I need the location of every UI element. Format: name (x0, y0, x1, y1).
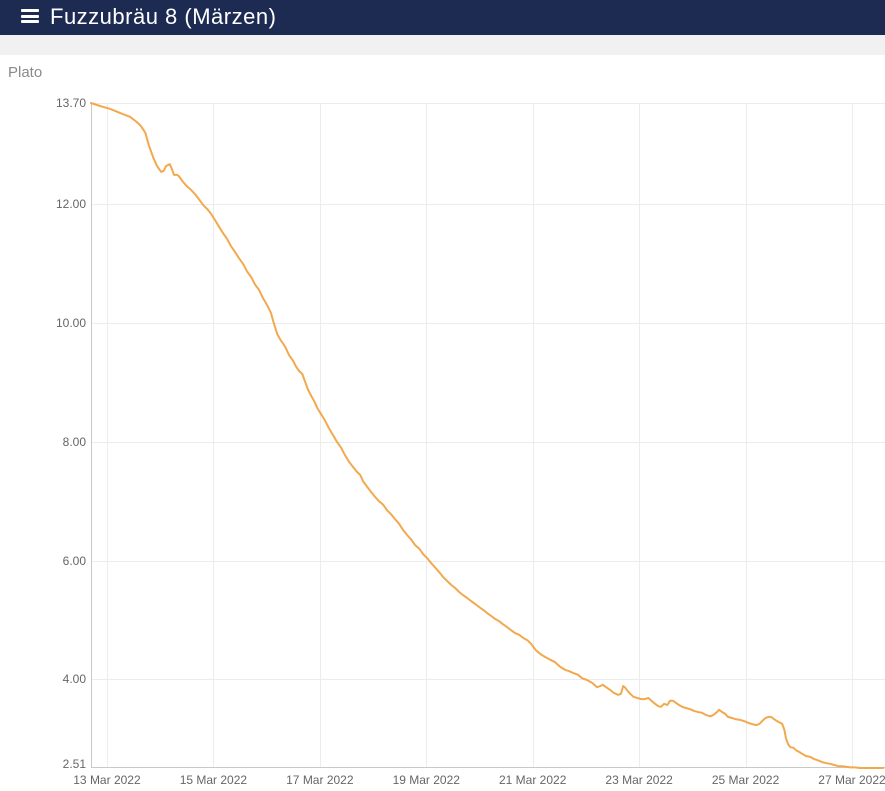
x-tick-label: 23 Mar 2022 (605, 773, 673, 787)
subheader-strip (0, 35, 885, 55)
y-tick-label: 13.70 (55, 96, 86, 110)
plato-chart[interactable]: Plato 13.70 12.00 10.00 8.00 6.00 4.00 2.51 13… (0, 55, 885, 791)
chart-title: Plato (8, 64, 43, 81)
y-tick-label: 12.00 (55, 197, 86, 212)
page-title: Fuzzubräu 8 (Märzen) (50, 4, 277, 29)
app-header: Fuzzubräu 8 (Märzen) (0, 0, 885, 35)
x-tick-label: 19 Mar 2022 (392, 773, 460, 787)
y-axis-labels: 13.70 12.00 10.00 8.00 6.00 4.00 2.51 (0, 96, 86, 771)
x-tick-label: 25 Mar 2022 (711, 773, 780, 787)
x-tick-label: 13 Mar 2022 (73, 773, 141, 787)
x-tick-label: 21 Mar 2022 (498, 773, 567, 787)
series-line-plato[interactable] (90, 102, 885, 769)
y-tick-label: 6.00 (62, 553, 86, 568)
x-axis-labels: 13 Mar 2022 15 Mar 2022 17 Mar 2022 19 Mar … (73, 771, 885, 791)
hamburger-menu-icon[interactable] (21, 9, 39, 23)
y-tick-label: 10.00 (55, 315, 86, 330)
line-chart-svg[interactable] (90, 102, 885, 769)
y-tick-label: 8.00 (62, 434, 86, 449)
y-tick-label: 4.00 (62, 672, 86, 687)
y-tick-label: 2.51 (62, 757, 86, 771)
x-tick-label: 27 Mar 2022 (818, 773, 885, 787)
x-tick-label: 15 Mar 2022 (179, 773, 248, 787)
x-tick-label: 17 Mar 2022 (286, 773, 354, 787)
